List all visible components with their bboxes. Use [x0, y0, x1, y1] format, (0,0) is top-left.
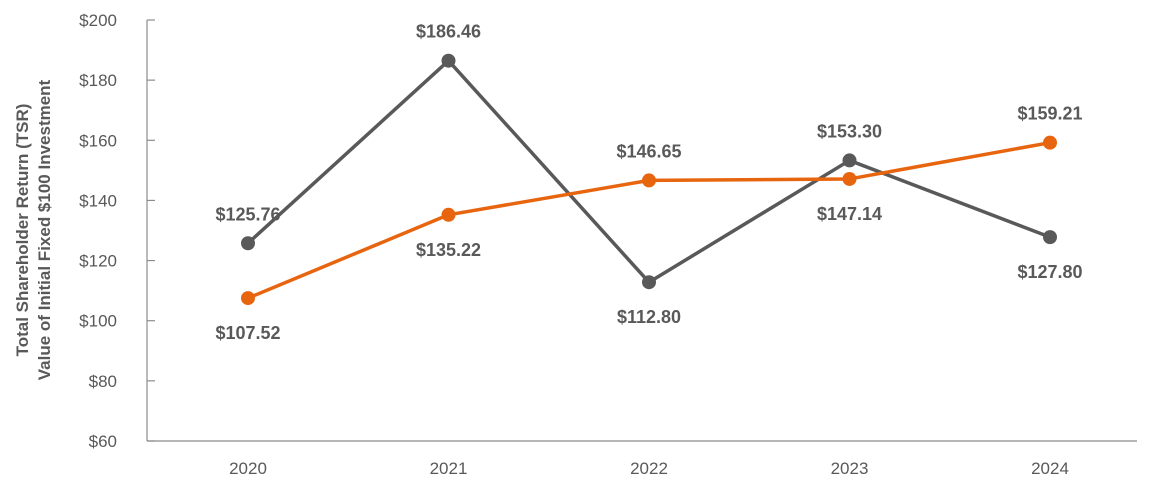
series-1-point: [1043, 230, 1057, 245]
series-1-data-label: $127.80: [1017, 262, 1082, 282]
series-1-data-label: $125.76: [215, 204, 280, 224]
y-tick-label: $60: [89, 432, 117, 451]
y-tick-label: $140: [79, 191, 117, 210]
series-2-point: [642, 173, 656, 188]
series-line-2: [247, 140, 1051, 300]
y-axis-title: Total Shareholder Return (TSR) Value of …: [13, 79, 54, 380]
y-tick-label: $80: [89, 372, 117, 391]
series-1-point: [241, 236, 255, 251]
x-tick-label: 2022: [630, 459, 668, 478]
y-tick-label: $120: [79, 252, 117, 271]
series-2-data-label: $107.52: [215, 323, 280, 343]
series-1-point: [642, 275, 656, 290]
y-tick-labels: $60 $80 $100 $120 $140 $160 $180 $200: [79, 11, 117, 451]
y-tick-label: $100: [79, 312, 117, 331]
series-2-data-label: $159.21: [1017, 104, 1082, 124]
series-1-point: [441, 53, 456, 68]
y-tick-label: $180: [79, 71, 117, 90]
series-points: [241, 53, 1057, 306]
series-1-point: [842, 153, 857, 168]
data-labels: $125.76 $186.46 $112.80 $153.30 $127.80 $107.…: [215, 22, 1082, 343]
x-tick-label: 2020: [229, 459, 267, 478]
series-1-data-label: $186.46: [416, 22, 481, 42]
series-2-point: [1043, 135, 1057, 150]
axes: [146, 19, 1137, 442]
series-2-data-label: $135.22: [416, 240, 481, 260]
series-1-data-label: $112.80: [617, 307, 681, 327]
x-tick-label: 2021: [430, 459, 468, 478]
y-axis-title-line-1: Total Shareholder Return (TSR): [13, 104, 32, 357]
series-2-data-label: $147.14: [817, 204, 882, 224]
y-tick-label: $160: [79, 131, 117, 150]
x-tick-label: 2023: [831, 459, 869, 478]
x-tick-labels: 2020 2021 2022 2023 2024: [229, 459, 1069, 478]
series-2-data-label: $146.65: [616, 141, 681, 161]
series-2-point: [241, 291, 255, 306]
y-axis-title-line-2: Value of Initial Fixed $100 Investment: [35, 79, 54, 380]
x-tick-label: 2024: [1031, 459, 1069, 478]
series-1-data-label: $153.30: [817, 121, 882, 141]
series-2-point: [441, 207, 456, 222]
series-2-point: [842, 171, 857, 186]
y-tick-label: $200: [79, 11, 117, 30]
